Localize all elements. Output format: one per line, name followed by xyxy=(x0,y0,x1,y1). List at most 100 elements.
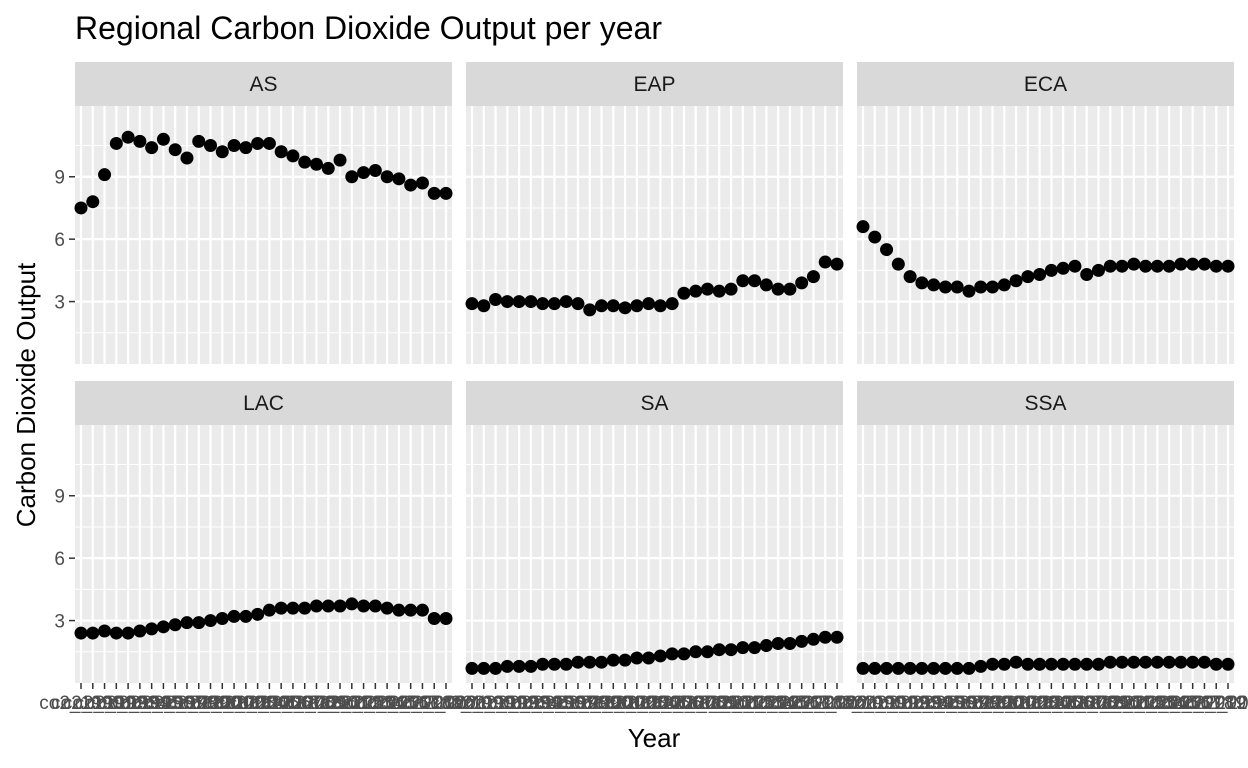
data-point xyxy=(962,284,976,298)
data-point xyxy=(1209,657,1223,671)
x-tick-label: co2_1992 xyxy=(63,693,146,714)
x-tick-label: co2_2009 xyxy=(654,693,737,714)
data-point xyxy=(712,643,726,657)
x-tick-label: co2_2011 xyxy=(678,693,760,714)
data-point xyxy=(795,634,809,648)
data-point xyxy=(109,626,123,640)
data-point xyxy=(192,616,206,630)
data-point xyxy=(653,299,667,313)
data-point xyxy=(368,599,382,613)
data-point xyxy=(748,641,762,655)
data-point xyxy=(427,612,441,625)
x-tick-label: co2_2001 xyxy=(169,693,252,714)
data-point xyxy=(1150,259,1164,273)
data-point xyxy=(536,297,550,311)
data-point xyxy=(1115,655,1129,669)
data-point xyxy=(856,220,870,234)
x-tick-label: co2_1996 xyxy=(501,693,584,714)
panel-background xyxy=(857,425,1234,683)
x-tick-label: co2_1995 xyxy=(880,693,963,714)
data-point xyxy=(903,270,917,284)
data-point xyxy=(856,661,870,675)
x-tick-label: co2_1998 xyxy=(133,693,216,714)
data-point xyxy=(251,607,265,621)
data-point xyxy=(500,295,514,309)
x-tick-label: co2_2021 xyxy=(1186,693,1248,714)
x-tick-label: co2_1991 xyxy=(833,693,916,714)
data-point xyxy=(736,641,750,655)
x-tick-label: co2_2013 xyxy=(1092,693,1175,714)
data-point xyxy=(298,601,312,615)
data-point xyxy=(1080,268,1094,282)
data-point xyxy=(1080,657,1094,671)
x-tick-label: co2_1992 xyxy=(845,693,928,714)
data-point xyxy=(1221,657,1235,671)
x-tick-label: co2_1996 xyxy=(892,693,975,714)
data-point xyxy=(489,661,503,675)
data-point xyxy=(689,284,703,298)
data-point xyxy=(700,645,714,659)
data-point xyxy=(357,166,371,180)
x-tick-label: co2_2014 xyxy=(1104,693,1188,714)
x-tick-label: co2_2003 xyxy=(974,693,1057,714)
data-point xyxy=(806,270,820,284)
data-point xyxy=(500,659,514,673)
data-point xyxy=(121,130,135,144)
data-point xyxy=(156,132,170,146)
data-point xyxy=(1103,655,1117,669)
data-point xyxy=(512,295,526,309)
facet-strip-label: SSA xyxy=(1024,392,1066,415)
x-tick-label: co2_2018 xyxy=(369,693,452,714)
data-point xyxy=(215,145,229,159)
y-axis-title: Carbon Dioxide Output xyxy=(11,262,41,527)
facet-panel-eap: EAP xyxy=(465,62,844,364)
data-point xyxy=(997,278,1011,292)
x-tick-label: co2_2012 xyxy=(1080,693,1163,714)
y-tick-label: 6 xyxy=(54,230,65,251)
x-tick-label: co2_1990 xyxy=(430,693,513,714)
data-point xyxy=(986,280,1000,294)
data-point xyxy=(121,626,135,640)
x-tick-label: co2_2002 xyxy=(572,693,655,714)
x-tick-label: co2_2019 xyxy=(1163,693,1246,714)
x-tick-label: co2_1999 xyxy=(536,693,619,714)
data-point xyxy=(286,601,300,615)
data-point xyxy=(524,659,538,673)
data-point xyxy=(298,155,312,169)
data-point xyxy=(477,299,491,313)
data-point xyxy=(1139,259,1153,273)
x-tick-label: co2_2004 xyxy=(986,693,1070,714)
data-point xyxy=(736,274,750,288)
data-point xyxy=(204,139,218,153)
data-point xyxy=(712,284,726,298)
data-point xyxy=(1021,270,1035,284)
data-point xyxy=(192,134,206,148)
data-point xyxy=(571,655,585,669)
x-tick-label: co2_1997 xyxy=(513,693,596,714)
data-point xyxy=(1197,655,1211,669)
x-tick-label: co2_1996 xyxy=(110,693,193,714)
data-point xyxy=(133,624,147,638)
data-point xyxy=(145,622,159,636)
chart-title: Regional Carbon Dioxide Output per year xyxy=(75,10,662,46)
data-point xyxy=(1033,657,1047,671)
x-tick-label: co2_2015 xyxy=(725,693,808,714)
data-point xyxy=(380,170,394,184)
x-tick-label: co2_2006 xyxy=(228,693,311,714)
data-point xyxy=(771,282,785,296)
x-tick-label: co2_1990 xyxy=(39,693,122,714)
data-point xyxy=(630,651,644,665)
data-point xyxy=(595,299,609,313)
data-point xyxy=(1209,259,1223,273)
data-point xyxy=(1033,268,1047,282)
y-tick-label: 3 xyxy=(54,612,65,633)
x-tick-label: co2_2007 xyxy=(1021,693,1104,714)
data-point xyxy=(439,612,453,625)
data-point xyxy=(818,255,832,269)
data-point xyxy=(345,597,359,611)
data-point xyxy=(380,601,394,615)
data-point xyxy=(771,636,785,650)
x-tick-label: co2_2006 xyxy=(1010,693,1093,714)
data-point xyxy=(536,657,550,671)
y-tick-label: 9 xyxy=(54,487,65,508)
